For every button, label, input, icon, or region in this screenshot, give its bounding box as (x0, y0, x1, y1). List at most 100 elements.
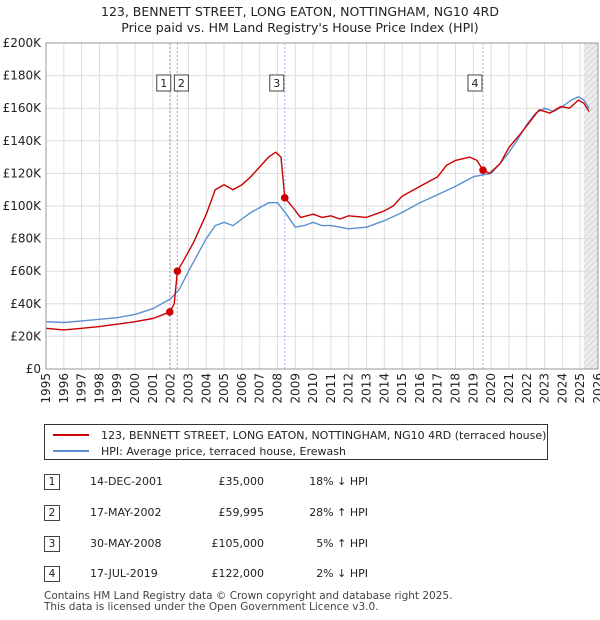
forecast-hatch (583, 102, 598, 118)
y-tick-label: £40K (10, 297, 42, 311)
forecast-hatch (583, 276, 598, 292)
forecast-hatch (583, 114, 598, 130)
sale-label-box (156, 74, 172, 92)
forecast-hatch (583, 150, 598, 166)
transaction-date: 17-MAY-2002 (90, 506, 162, 519)
footer-attribution: Contains HM Land Registry data © Crown c… (44, 591, 452, 613)
transaction-badge: 1 (44, 474, 60, 490)
x-tick-label: 2016 (413, 373, 427, 404)
transaction-badge: 2 (44, 505, 60, 521)
y-tick-label: £0 (26, 362, 41, 376)
x-tick-label: 2015 (395, 373, 409, 404)
forecast-hatch (583, 300, 598, 316)
forecast-hatch (583, 270, 598, 286)
forecast-hatch (583, 246, 598, 262)
y-tick-label: £140K (3, 134, 43, 148)
forecast-hatch (583, 120, 598, 136)
price-chart: £0 £20K £40K £60K £80K £100K £120K £140K £160K £1… (3, 0, 600, 404)
forecast-hatch (583, 228, 598, 244)
chart-subtitle: Price paid vs. HM Land Registry's House … (121, 20, 479, 35)
forecast-hatch (583, 204, 598, 220)
x-tick-label: 2006 (235, 373, 249, 404)
transaction-date: 14-DEC-2001 (90, 475, 164, 488)
forecast-hatch (583, 258, 598, 274)
forecast-hatch (583, 43, 593, 52)
x-tick-label: 1995 (39, 373, 53, 404)
forecast-hatch (583, 192, 598, 208)
x-tick-label: 2011 (324, 373, 338, 404)
legend-label-property: 123, BENNETT STREET, LONG EATON, NOTTING… (101, 428, 547, 442)
forecast-hatch (584, 0, 598, 9)
forecast-hatch (583, 162, 598, 178)
sale-label: 4 (471, 77, 478, 90)
legend-label-hpi: HPI: Average price, terraced house, Erew… (101, 444, 346, 458)
x-tick-label: 1998 (92, 373, 106, 404)
forecast-hatch (584, 25, 598, 39)
sale-point (165, 308, 174, 316)
forecast-hatch (584, 1, 598, 15)
x-tick-label: 2018 (449, 373, 463, 404)
forecast-hatch (583, 234, 598, 250)
forecast-hatch (583, 126, 598, 142)
y-tick-label: £180K (3, 69, 43, 83)
x-tick-label: 2019 (466, 373, 480, 404)
forecast-hatch (583, 210, 598, 226)
forecast-hatch (584, 0, 598, 3)
forecast-hatch (583, 186, 598, 202)
forecast-hatch (583, 312, 598, 328)
y-tick-label: £200K (3, 36, 43, 50)
transaction-hpi-diff: 18% ↓ HPI (309, 475, 368, 488)
forecast-hatch (583, 294, 598, 310)
legend-entry-property: 123, BENNETT STREET, LONG EATON, NOTTING… (53, 427, 546, 443)
forecast-hatch (583, 84, 598, 100)
transaction-date: 17-JUL-2019 (90, 567, 158, 580)
x-tick-label: 1997 (75, 373, 89, 404)
forecast-hatch (583, 252, 598, 268)
forecast-hatch (583, 330, 598, 346)
y-tick-label: £160K (3, 101, 43, 115)
hpi-line (45, 96, 590, 324)
x-tick-label: 2010 (306, 373, 320, 404)
forecast-hatch (584, 19, 598, 33)
x-tick-label: 2009 (288, 373, 302, 404)
transaction-hpi-diff: 2% ↓ HPI (316, 567, 368, 580)
x-tick-label: 2005 (217, 373, 231, 404)
footer-line-1: Contains HM Land Registry data © Crown c… (44, 590, 453, 602)
forecast-hatch (583, 318, 598, 334)
forecast-hatch (583, 174, 598, 190)
forecast-hatch (583, 264, 598, 280)
forecast-hatch (589, 360, 598, 369)
forecast-hatch (583, 132, 598, 148)
x-tick-label: 1999 (110, 373, 124, 404)
forecast-hatch (583, 342, 598, 358)
forecast-hatch (583, 306, 598, 322)
x-tick-label: 2013 (360, 373, 374, 404)
forecast-hatch (583, 222, 598, 238)
x-tick-label: 2001 (146, 373, 160, 404)
x-tick-label: 2007 (253, 373, 267, 404)
forecast-hatch (584, 7, 598, 21)
x-tick-label: 1996 (57, 373, 71, 404)
x-tick-label: 2025 (573, 373, 587, 404)
forecast-hatch (583, 354, 598, 369)
sale-point (173, 267, 182, 276)
x-tick-label: 2012 (342, 373, 356, 404)
x-tick-label: 2026 (591, 373, 600, 404)
transaction-date: 30-MAY-2008 (90, 537, 162, 550)
transaction-price: £105,000 (211, 537, 265, 550)
forecast-hatch (583, 108, 598, 124)
x-tick-label: 2004 (199, 373, 213, 404)
sale-label: 3 (273, 77, 280, 90)
sale-label: 2 (178, 77, 185, 90)
forecast-hatch (583, 43, 598, 58)
forecast-hatch (583, 66, 598, 82)
forecast-hatch (583, 48, 598, 64)
sale-point (280, 194, 289, 202)
forecast-hatch (583, 168, 598, 184)
forecast-hatch (583, 144, 598, 160)
sale-label-box (467, 74, 483, 92)
transaction-price: £122,000 (211, 567, 265, 580)
y-tick-label: £100K (3, 199, 43, 213)
footer-line-2: This data is licensed under the Open Gov… (44, 601, 379, 613)
x-tick-label: 2023 (538, 373, 552, 404)
